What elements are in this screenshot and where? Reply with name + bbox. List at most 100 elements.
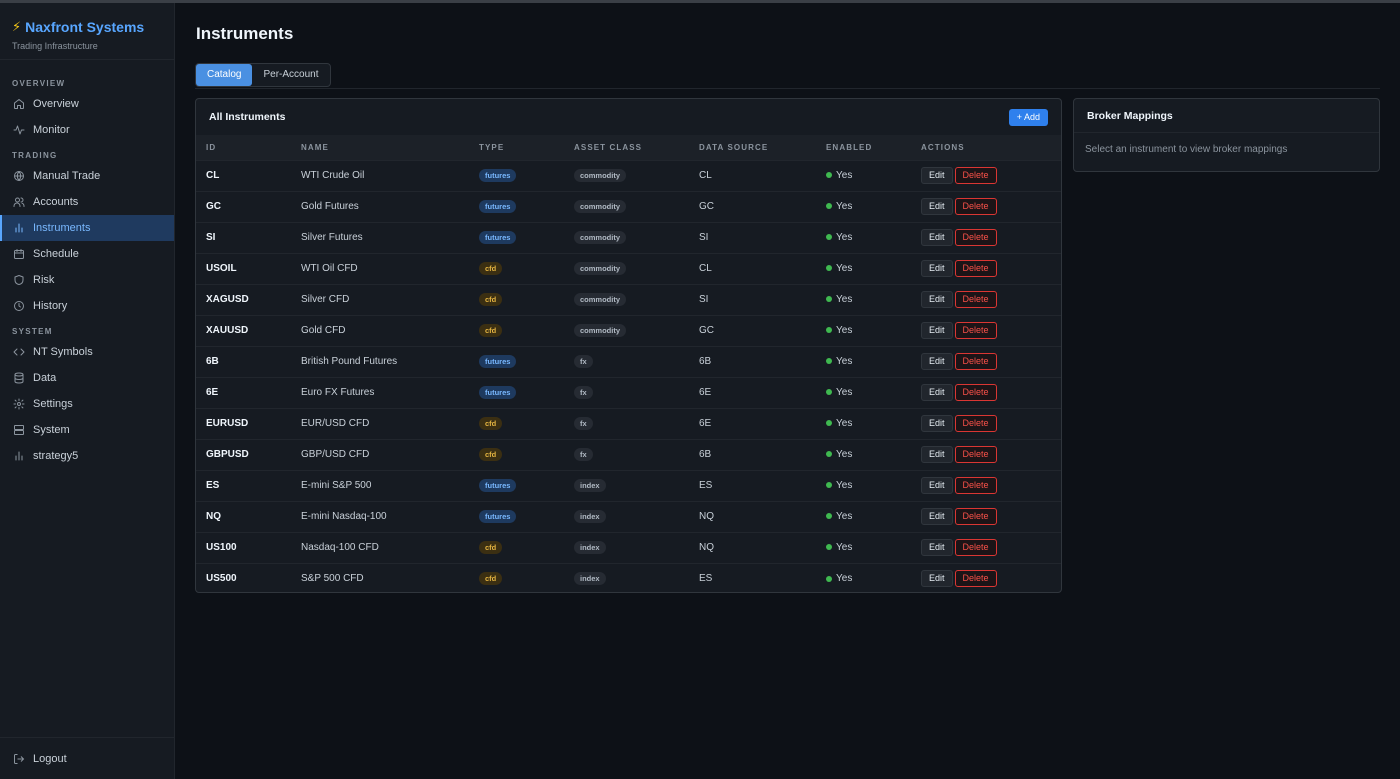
delete-button[interactable]: Delete	[954, 322, 997, 339]
edit-button[interactable]: Edit	[921, 477, 953, 494]
instrument-name: GBP/USD CFD	[301, 449, 370, 460]
sidebar-item-strategy5[interactable]: strategy5	[0, 443, 174, 469]
delete-button[interactable]: Delete	[954, 260, 997, 277]
column-header: ACTIONS	[921, 142, 965, 152]
type-badge: cfd	[479, 417, 503, 430]
asset-class-cell: commodity	[564, 160, 689, 191]
brand-title[interactable]: ⚡ Naxfront Systems	[12, 19, 162, 35]
delete-button[interactable]: Delete	[954, 570, 997, 588]
actions-cell: Edit Delete	[911, 377, 1061, 408]
table-row[interactable]: 6B British Pound Futures futures fx 6B Yes Edi…	[196, 346, 1061, 377]
edit-button[interactable]: Edit	[921, 322, 953, 339]
delete-button[interactable]: Delete	[954, 415, 997, 432]
table-row[interactable]: ES E-mini S&P 500 futures index ES Yes Edit Del…	[196, 470, 1061, 501]
delete-button[interactable]: Delete	[954, 291, 997, 308]
status-dot-icon	[826, 358, 832, 365]
table-row[interactable]: US100 Nasdaq-100 CFD cfd index NQ Yes Edit Dele…	[196, 532, 1061, 563]
sidebar-item-risk[interactable]: Risk	[0, 267, 174, 293]
table-row[interactable]: CL WTI Crude Oil futures commodity CL Yes Edit…	[196, 160, 1061, 191]
delete-button[interactable]: Delete	[954, 384, 997, 401]
delete-button[interactable]: Delete	[954, 539, 997, 556]
server-icon	[14, 425, 24, 435]
edit-button[interactable]: Edit	[921, 198, 953, 215]
asset-class-cell: fx	[564, 346, 689, 377]
enabled-value: Yes	[836, 169, 853, 181]
edit-button[interactable]: Edit	[921, 539, 953, 556]
enabled-value: Yes	[836, 355, 853, 367]
tab-catalog[interactable]: Catalog	[196, 64, 253, 86]
table-row[interactable]: XAGUSD Silver CFD cfd commodity SI Yes Edit Del…	[196, 284, 1061, 315]
sidebar-item-label: Settings	[33, 398, 73, 410]
type-badge: cfd	[479, 262, 503, 275]
table-row[interactable]: EURUSD EUR/USD CFD cfd fx 6E Yes Edit Delete	[196, 408, 1061, 439]
status-dot-icon	[826, 575, 832, 582]
instrument-id: CL	[206, 170, 220, 181]
delete-button[interactable]: Delete	[954, 508, 997, 525]
table-row[interactable]: XAUUSD Gold CFD cfd commodity GC Yes Edit Delet…	[196, 315, 1061, 346]
edit-button[interactable]: Edit	[921, 508, 953, 525]
enabled-value: Yes	[836, 324, 853, 336]
delete-button[interactable]: Delete	[954, 477, 997, 494]
edit-button[interactable]: Edit	[921, 167, 953, 184]
type-cell: futures	[469, 346, 564, 377]
sidebar-item-system[interactable]: System	[0, 417, 174, 443]
shield-icon	[14, 275, 24, 285]
status-dot-icon	[826, 389, 832, 396]
delete-button[interactable]: Delete	[954, 167, 997, 184]
actions-cell: Edit Delete	[911, 532, 1061, 563]
data-source: 6B	[699, 449, 712, 460]
table-row[interactable]: NQ E-mini Nasdaq-100 futures index NQ Yes Edit…	[196, 501, 1061, 532]
edit-button[interactable]: Edit	[921, 353, 953, 370]
table-row[interactable]: USOIL WTI Oil CFD cfd commodity CL Yes Edit Del…	[196, 253, 1061, 284]
asset-class-badge: index	[574, 479, 606, 492]
sidebar-item-settings[interactable]: Settings	[0, 391, 174, 417]
status-dot-icon	[826, 296, 832, 303]
add-instrument-button[interactable]: + Add	[1008, 108, 1048, 126]
edit-button[interactable]: Edit	[921, 260, 953, 277]
instrument-name: Silver Futures	[301, 232, 363, 243]
delete-button[interactable]: Delete	[954, 353, 997, 370]
edit-button[interactable]: Edit	[921, 415, 953, 432]
edit-button[interactable]: Edit	[921, 291, 953, 308]
status-dot-icon	[826, 451, 832, 458]
edit-button[interactable]: Edit	[921, 384, 953, 401]
nav-section-label: SYSTEM	[12, 327, 53, 336]
table-row[interactable]: GC Gold Futures futures commodity GC Yes Edit D…	[196, 191, 1061, 222]
table-row[interactable]: GBPUSD GBP/USD CFD cfd fx 6B Yes Edit Delete	[196, 439, 1061, 470]
logout-icon	[14, 754, 25, 764]
delete-button[interactable]: Delete	[954, 229, 997, 246]
type-badge: futures	[479, 169, 517, 182]
sidebar-item-accounts[interactable]: Accounts	[0, 189, 174, 215]
edit-button[interactable]: Edit	[921, 570, 953, 588]
delete-button[interactable]: Delete	[954, 446, 997, 463]
edit-button[interactable]: Edit	[921, 229, 953, 246]
sidebar-item-schedule[interactable]: Schedule	[0, 241, 174, 267]
asset-class-badge: fx	[574, 355, 593, 368]
sidebar-item-nt-symbols[interactable]: NT Symbols	[0, 339, 174, 365]
sidebar-item-label: Instruments	[33, 222, 91, 234]
sidebar-item-overview[interactable]: Overview	[0, 91, 174, 117]
delete-button[interactable]: Delete	[954, 198, 997, 215]
sidebar-item-monitor[interactable]: Monitor	[0, 117, 174, 143]
column-header: ID	[206, 142, 217, 152]
column-header: TYPE	[479, 142, 505, 152]
tab-per-account[interactable]: Per-Account	[263, 69, 319, 80]
edit-button[interactable]: Edit	[921, 446, 953, 463]
logout-button[interactable]: Logout	[0, 746, 174, 772]
table-row[interactable]: SI Silver Futures futures commodity SI Yes Edi…	[196, 222, 1061, 253]
sidebar-item-label: System	[33, 424, 70, 436]
type-cell: cfd	[469, 563, 564, 592]
sidebar-item-data[interactable]: Data	[0, 365, 174, 391]
sidebar-item-manual-trade[interactable]: Manual Trade	[0, 163, 174, 189]
table-row[interactable]: US500 S&P 500 CFD cfd index ES Yes Edit Delete	[196, 563, 1061, 592]
sidebar-item-history[interactable]: History	[0, 293, 174, 319]
instrument-id: US100	[206, 542, 237, 553]
enabled-cell: Yes	[816, 160, 911, 191]
table-row[interactable]: 6E Euro FX Futures futures fx 6E Yes Edit Delet…	[196, 377, 1061, 408]
data-source: 6B	[699, 356, 712, 367]
brand-name: Naxfront Systems	[25, 19, 145, 35]
sidebar-item-instruments[interactable]: Instruments	[0, 215, 174, 241]
status-dot-icon	[826, 234, 832, 241]
activity-icon	[13, 125, 25, 135]
asset-class-cell: commodity	[564, 315, 689, 346]
